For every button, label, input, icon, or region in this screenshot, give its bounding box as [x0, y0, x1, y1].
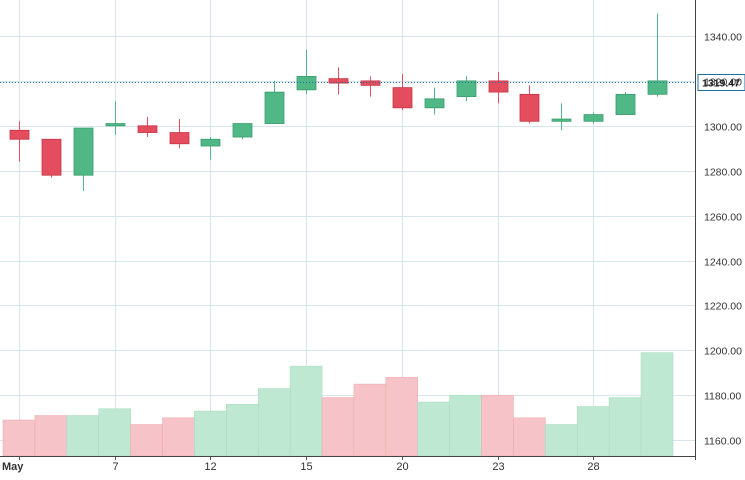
candle-body	[551, 118, 572, 122]
date-tick-label: 23	[492, 461, 504, 473]
candle-body	[456, 80, 477, 97]
volume-bar	[417, 401, 450, 457]
volume-bar	[130, 424, 163, 457]
volume-bar	[608, 397, 642, 457]
price-tick-label: 1180.00	[704, 391, 741, 403]
candle-body	[424, 98, 445, 109]
price-tick-label: 1260.00	[704, 212, 742, 224]
volume-bar	[66, 415, 100, 457]
volume-bar	[513, 417, 546, 457]
price-tick-label: 1160.00	[704, 436, 741, 448]
volume-bar	[545, 424, 578, 457]
candle-body	[232, 123, 253, 138]
volume-bar	[194, 410, 227, 457]
date-tick-label: 28	[587, 461, 599, 473]
candle-body	[169, 132, 190, 145]
volume-bar	[449, 395, 482, 457]
volume-bar	[481, 395, 514, 457]
candle-body	[73, 127, 94, 176]
candle-body	[519, 93, 540, 122]
date-tick-label: 15	[300, 461, 312, 473]
last-price-label: 1319.47	[702, 78, 740, 90]
candle-body	[200, 138, 221, 147]
volume-bar	[576, 406, 610, 457]
grid	[0, 0, 695, 456]
candle-body	[137, 125, 158, 133]
volume-bar	[385, 377, 419, 457]
price-tick-label: 1300.00	[704, 122, 742, 134]
volume-bar	[162, 417, 195, 457]
volume-bar	[2, 419, 36, 457]
candle-body	[328, 78, 349, 84]
volume-bar	[98, 408, 131, 457]
candle-body	[41, 138, 62, 176]
date-tick-label: May	[2, 461, 24, 473]
date-tick-label: 12	[204, 461, 216, 473]
date-tick-label: 7	[112, 461, 118, 473]
candles	[9, 13, 668, 191]
price-tick-label: 1280.00	[704, 167, 742, 179]
volume-bar	[353, 383, 387, 457]
price-tick-label: 1200.00	[704, 346, 742, 358]
volume-bar	[289, 365, 323, 457]
price-tick-label: 1220.00	[704, 301, 742, 313]
volume-bar	[321, 397, 355, 457]
candle-body	[647, 80, 668, 95]
volume-bar	[34, 415, 68, 457]
price-tick-label: 1240.00	[704, 257, 742, 269]
candle-body	[105, 123, 126, 127]
candle-body	[296, 75, 317, 91]
last-price-line: 1319.47	[0, 74, 745, 91]
candle-body	[392, 87, 413, 109]
last-price-tag	[697, 74, 745, 91]
candle-body	[488, 80, 509, 93]
volume-bar	[640, 352, 674, 457]
volume-bar	[226, 404, 259, 457]
volume-bar	[257, 388, 291, 457]
candle-body	[360, 80, 381, 86]
date-tick-label: 20	[396, 461, 408, 473]
price-tick-label: 1320.00	[704, 77, 742, 89]
candle-body	[264, 91, 285, 124]
candle-body	[583, 114, 604, 122]
price-tick-label: 1340.00	[704, 32, 742, 44]
candle-body	[615, 93, 636, 115]
candle-body	[9, 129, 30, 140]
volume-bars	[2, 352, 674, 457]
